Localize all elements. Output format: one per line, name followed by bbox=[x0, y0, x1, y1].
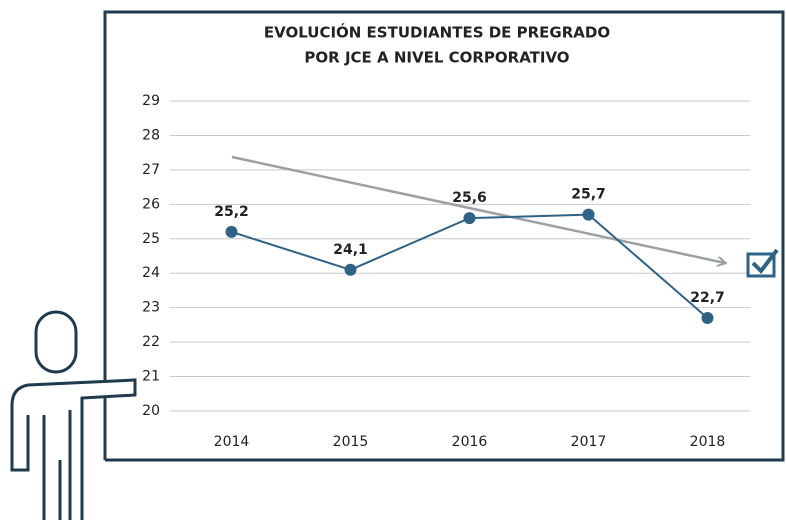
x-tick-label: 2014 bbox=[214, 434, 250, 450]
trend-arrow bbox=[232, 157, 725, 263]
point bbox=[464, 212, 476, 224]
y-tick-label: 27 bbox=[142, 162, 160, 178]
y-tick-label: 20 bbox=[142, 403, 160, 419]
chart-title: EVOLUCIÓN ESTUDIANTES DE PREGRADO bbox=[264, 23, 610, 42]
x-tick-label: 2017 bbox=[571, 434, 607, 450]
chart-title: POR JCE A NIVEL CORPORATIVO bbox=[304, 49, 569, 67]
check-icon bbox=[748, 250, 777, 276]
page: {"chart_data": {"type": "line", "title":… bbox=[0, 0, 786, 520]
x-tick-label: 2018 bbox=[690, 434, 726, 450]
y-tick-label: 23 bbox=[142, 300, 160, 316]
point bbox=[345, 264, 357, 276]
y-tick-label: 25 bbox=[142, 231, 160, 247]
y-tick-label: 24 bbox=[142, 265, 160, 281]
value-label: 25,2 bbox=[214, 204, 249, 220]
y-tick-label: 29 bbox=[142, 93, 160, 109]
point bbox=[583, 209, 595, 221]
value-label: 24,1 bbox=[333, 242, 368, 258]
point bbox=[226, 226, 238, 238]
x-tick-label: 2016 bbox=[452, 434, 488, 450]
presenter-icon bbox=[12, 312, 135, 520]
y-tick-label: 26 bbox=[142, 196, 160, 212]
board-frame bbox=[105, 12, 783, 460]
chart: EVOLUCIÓN ESTUDIANTES DE PREGRADO POR JC… bbox=[0, 0, 786, 520]
grid bbox=[170, 101, 750, 411]
y-tick-label: 22 bbox=[142, 334, 160, 350]
value-label: 25,7 bbox=[571, 187, 606, 203]
series-line bbox=[232, 215, 708, 318]
value-label: 22,7 bbox=[690, 290, 725, 306]
point bbox=[702, 312, 714, 324]
y-tick-label: 21 bbox=[142, 369, 160, 385]
x-tick-label: 2015 bbox=[333, 434, 369, 450]
value-label: 25,6 bbox=[452, 190, 487, 206]
y-tick-label: 28 bbox=[142, 127, 160, 143]
